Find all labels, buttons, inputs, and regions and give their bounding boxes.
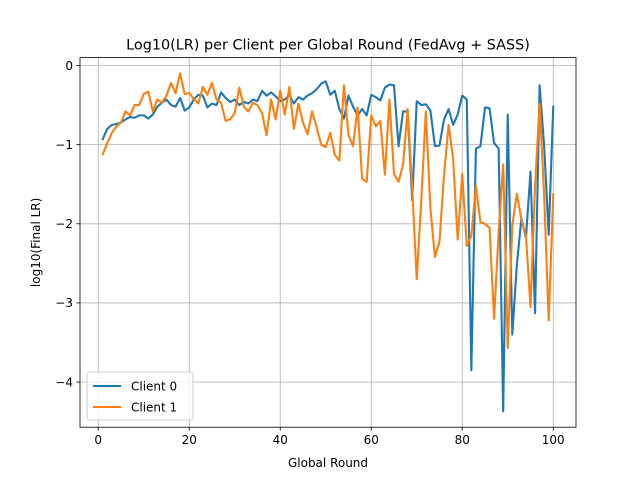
chart-title: Log10(LR) per Client per Global Round (F… [126, 38, 530, 54]
x-tick-label: 100 [542, 433, 565, 447]
y-tick-label: −3 [55, 296, 73, 310]
y-tick-label: −2 [55, 217, 73, 231]
legend-label-client-0: Client 0 [131, 379, 177, 393]
y-tick-label: −1 [55, 138, 73, 152]
x-axis-ticks: 0 20 40 60 80 100 [94, 427, 565, 447]
legend: Client 0 Client 1 [86, 371, 194, 421]
x-tick-label: 60 [364, 433, 379, 447]
plot-area-frame [79, 57, 577, 428]
y-tick-label: 0 [65, 59, 73, 73]
series-line-client-0 [101, 80, 555, 413]
x-tick-label: 40 [273, 433, 288, 447]
x-axis-label: Global Round [288, 456, 368, 470]
x-tick-label: 80 [455, 433, 470, 447]
y-axis-label: log10(Final LR) [29, 198, 43, 287]
legend-label-client-1: Client 1 [131, 400, 177, 414]
series-lines [101, 72, 555, 413]
y-axis-ticks: 0 −1 −2 −3 −4 [55, 59, 80, 389]
x-tick-label: 0 [94, 433, 102, 447]
y-tick-label: −4 [55, 375, 73, 389]
series-line-client-1 [101, 72, 555, 350]
x-tick-label: 20 [182, 433, 197, 447]
